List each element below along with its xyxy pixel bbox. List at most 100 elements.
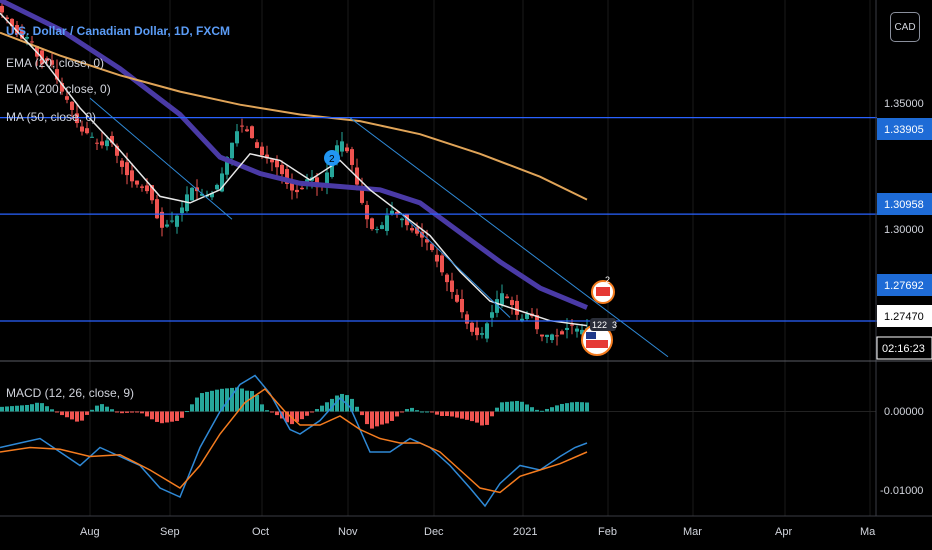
macd-histogram-bar [305, 411, 309, 416]
macd-histogram-bar [450, 411, 454, 417]
macd-histogram-bar [85, 411, 89, 415]
countdown-label: 02:16:23 [882, 343, 925, 355]
candle-body [485, 323, 489, 339]
macd-histogram-bar [300, 411, 304, 420]
macd-histogram-bar [500, 402, 504, 412]
macd-histogram-bar [295, 411, 299, 422]
candle-body [175, 215, 179, 227]
candle-body [200, 193, 204, 196]
event-count-bg [590, 318, 616, 331]
currency-button[interactable]: CAD [890, 12, 920, 42]
candle-body [535, 315, 539, 330]
candle-body [390, 210, 394, 215]
ema20-legend[interactable]: EMA (20, close, 0) [6, 56, 105, 70]
candle-body [365, 204, 369, 220]
macd-histogram-bar [190, 404, 194, 412]
candle-body [395, 212, 399, 215]
time-tick-label: Oct [252, 526, 269, 538]
macd-histogram-bar [260, 404, 264, 412]
macd-histogram-bar [210, 390, 214, 412]
candle-body [495, 299, 499, 313]
macd-histogram-bar [105, 406, 109, 412]
event-markers[interactable]: 2 2 122 3 [324, 150, 617, 356]
macd-histogram-bar [360, 411, 364, 416]
candle-body [280, 164, 284, 175]
macd-histogram-bar [415, 410, 419, 412]
macd-histogram-bar [465, 411, 469, 420]
macd-histogram-bar [340, 393, 344, 412]
ma50-legend[interactable]: MA (50, close, 0) [6, 110, 97, 124]
candle-body [540, 334, 544, 337]
candle-body [555, 335, 559, 337]
candle-body [140, 186, 144, 188]
candle-body [70, 101, 74, 110]
price-tick-label: 1.35000 [884, 98, 924, 110]
trend-lines[interactable] [89, 97, 669, 358]
macd-histogram-bar [110, 409, 114, 412]
time-tick-label: Aug [80, 526, 100, 538]
macd-histogram-bar [80, 411, 84, 421]
macd-histogram-bar [335, 395, 339, 412]
candle-body [180, 207, 184, 214]
ema200-legend[interactable]: EMA (200, close, 0) [6, 82, 111, 96]
trend-line [89, 97, 233, 220]
macd-histogram-bar [445, 411, 449, 416]
macd-histogram-bar [200, 393, 204, 412]
macd-histogram-bar [50, 409, 54, 412]
candle-body [480, 333, 484, 335]
macd-histogram-bar [140, 411, 144, 414]
candle-body [370, 218, 374, 230]
candle-body [215, 184, 219, 190]
candle-body [155, 199, 159, 219]
macd-histogram-bar [220, 388, 224, 412]
candle-body [230, 142, 234, 159]
candle-body [340, 141, 344, 152]
macd-histogram-bar [525, 404, 529, 412]
macd-histogram-bar [325, 402, 329, 412]
macd-histogram-bar [550, 407, 554, 412]
macd-legend[interactable]: MACD (12, 26, close, 9) [6, 386, 135, 400]
macd-histogram-bar [235, 387, 239, 412]
signal-line [0, 388, 588, 494]
candle-body [300, 187, 304, 190]
macd-histogram-bar [540, 410, 544, 412]
macd-histogram-bar [15, 405, 19, 412]
candle-body [115, 145, 119, 156]
candle-body [100, 141, 104, 146]
canada-flag-stripe [596, 287, 610, 296]
macd-histogram-bar [170, 411, 174, 422]
macd-histogram-bar [390, 411, 394, 421]
macd-histogram-bar [565, 403, 569, 412]
candle-body [55, 69, 59, 80]
candle-body [450, 280, 454, 292]
macd-panel [0, 374, 876, 508]
macd-histogram-bar [350, 398, 354, 412]
candle-body [460, 299, 464, 313]
macd-histogram-bar [430, 411, 434, 413]
candle-body [160, 211, 164, 228]
macd-histogram-bar [345, 395, 349, 412]
time-tick-label: Apr [775, 526, 792, 538]
macd-histogram-bar [320, 405, 324, 412]
candle-body [240, 125, 244, 127]
last-price-label: 1.27470 [884, 311, 924, 323]
candle-body [45, 58, 49, 61]
macd-tick-label: 0.00000 [884, 406, 924, 418]
event-marker-icon[interactable] [324, 150, 340, 166]
chart-title[interactable]: U.S. Dollar / Canadian Dollar, 1D, FXCM [6, 24, 231, 38]
candle-body [235, 131, 239, 144]
macd-histogram-bar [40, 403, 44, 412]
time-tick-label: Mar [683, 526, 702, 538]
horizontal-levels[interactable] [0, 117, 877, 322]
candle-body [520, 318, 524, 321]
macd-histogram-bar [485, 411, 489, 425]
candle-body [120, 160, 124, 167]
candle-body [525, 313, 529, 319]
candle-body [475, 327, 479, 336]
candle-body [360, 185, 364, 203]
ma50-line [0, 0, 588, 310]
ema200-line [0, 31, 588, 201]
macd-histogram-bar [515, 400, 519, 412]
macd-histogram-bar [0, 406, 4, 412]
macd-histogram-bar [285, 411, 289, 423]
